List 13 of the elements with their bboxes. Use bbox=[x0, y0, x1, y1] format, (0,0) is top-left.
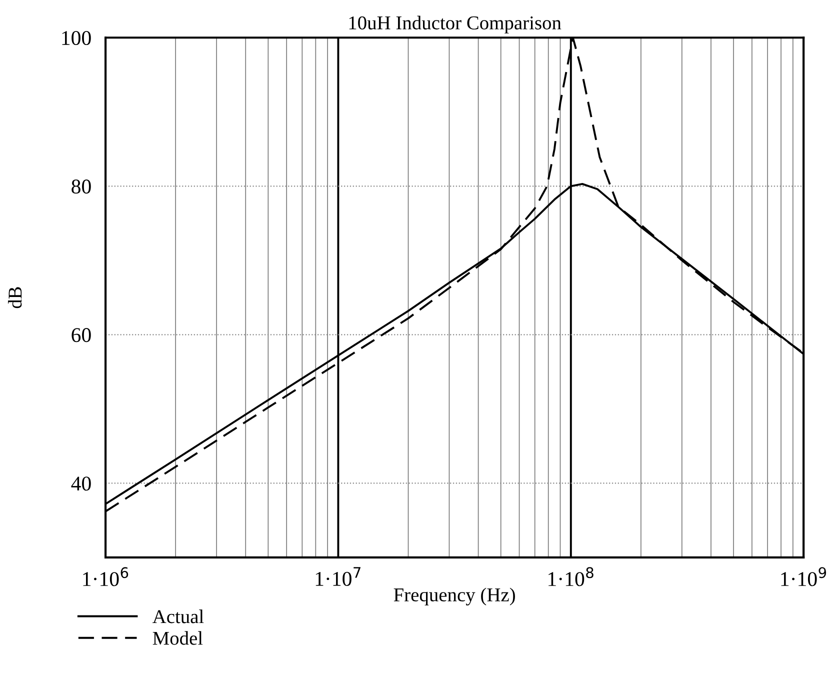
x-tick-label: 1·10$^{7}$ bbox=[316, 567, 360, 586]
x-tick-label: 1·10$^{6}$ bbox=[83, 567, 128, 586]
chart-title: 10uH Inductor Comparison bbox=[349, 16, 562, 34]
y-tick-label: 60 bbox=[72, 328, 91, 342]
y-tick-label: 80 bbox=[72, 180, 91, 194]
y-tick-label: 100 bbox=[62, 30, 91, 46]
x-tick-label: 1·10$^{9}$ bbox=[781, 567, 826, 586]
legend-label: Actual bbox=[152, 610, 204, 624]
y-tick-label: 40 bbox=[71, 476, 91, 491]
y-axis-title: dB bbox=[8, 287, 22, 308]
legend-label: Model bbox=[152, 631, 203, 645]
x-axis-title: Frequency (Hz) bbox=[394, 588, 515, 606]
x-tick-label: 1·10$^{8}$ bbox=[548, 567, 594, 586]
